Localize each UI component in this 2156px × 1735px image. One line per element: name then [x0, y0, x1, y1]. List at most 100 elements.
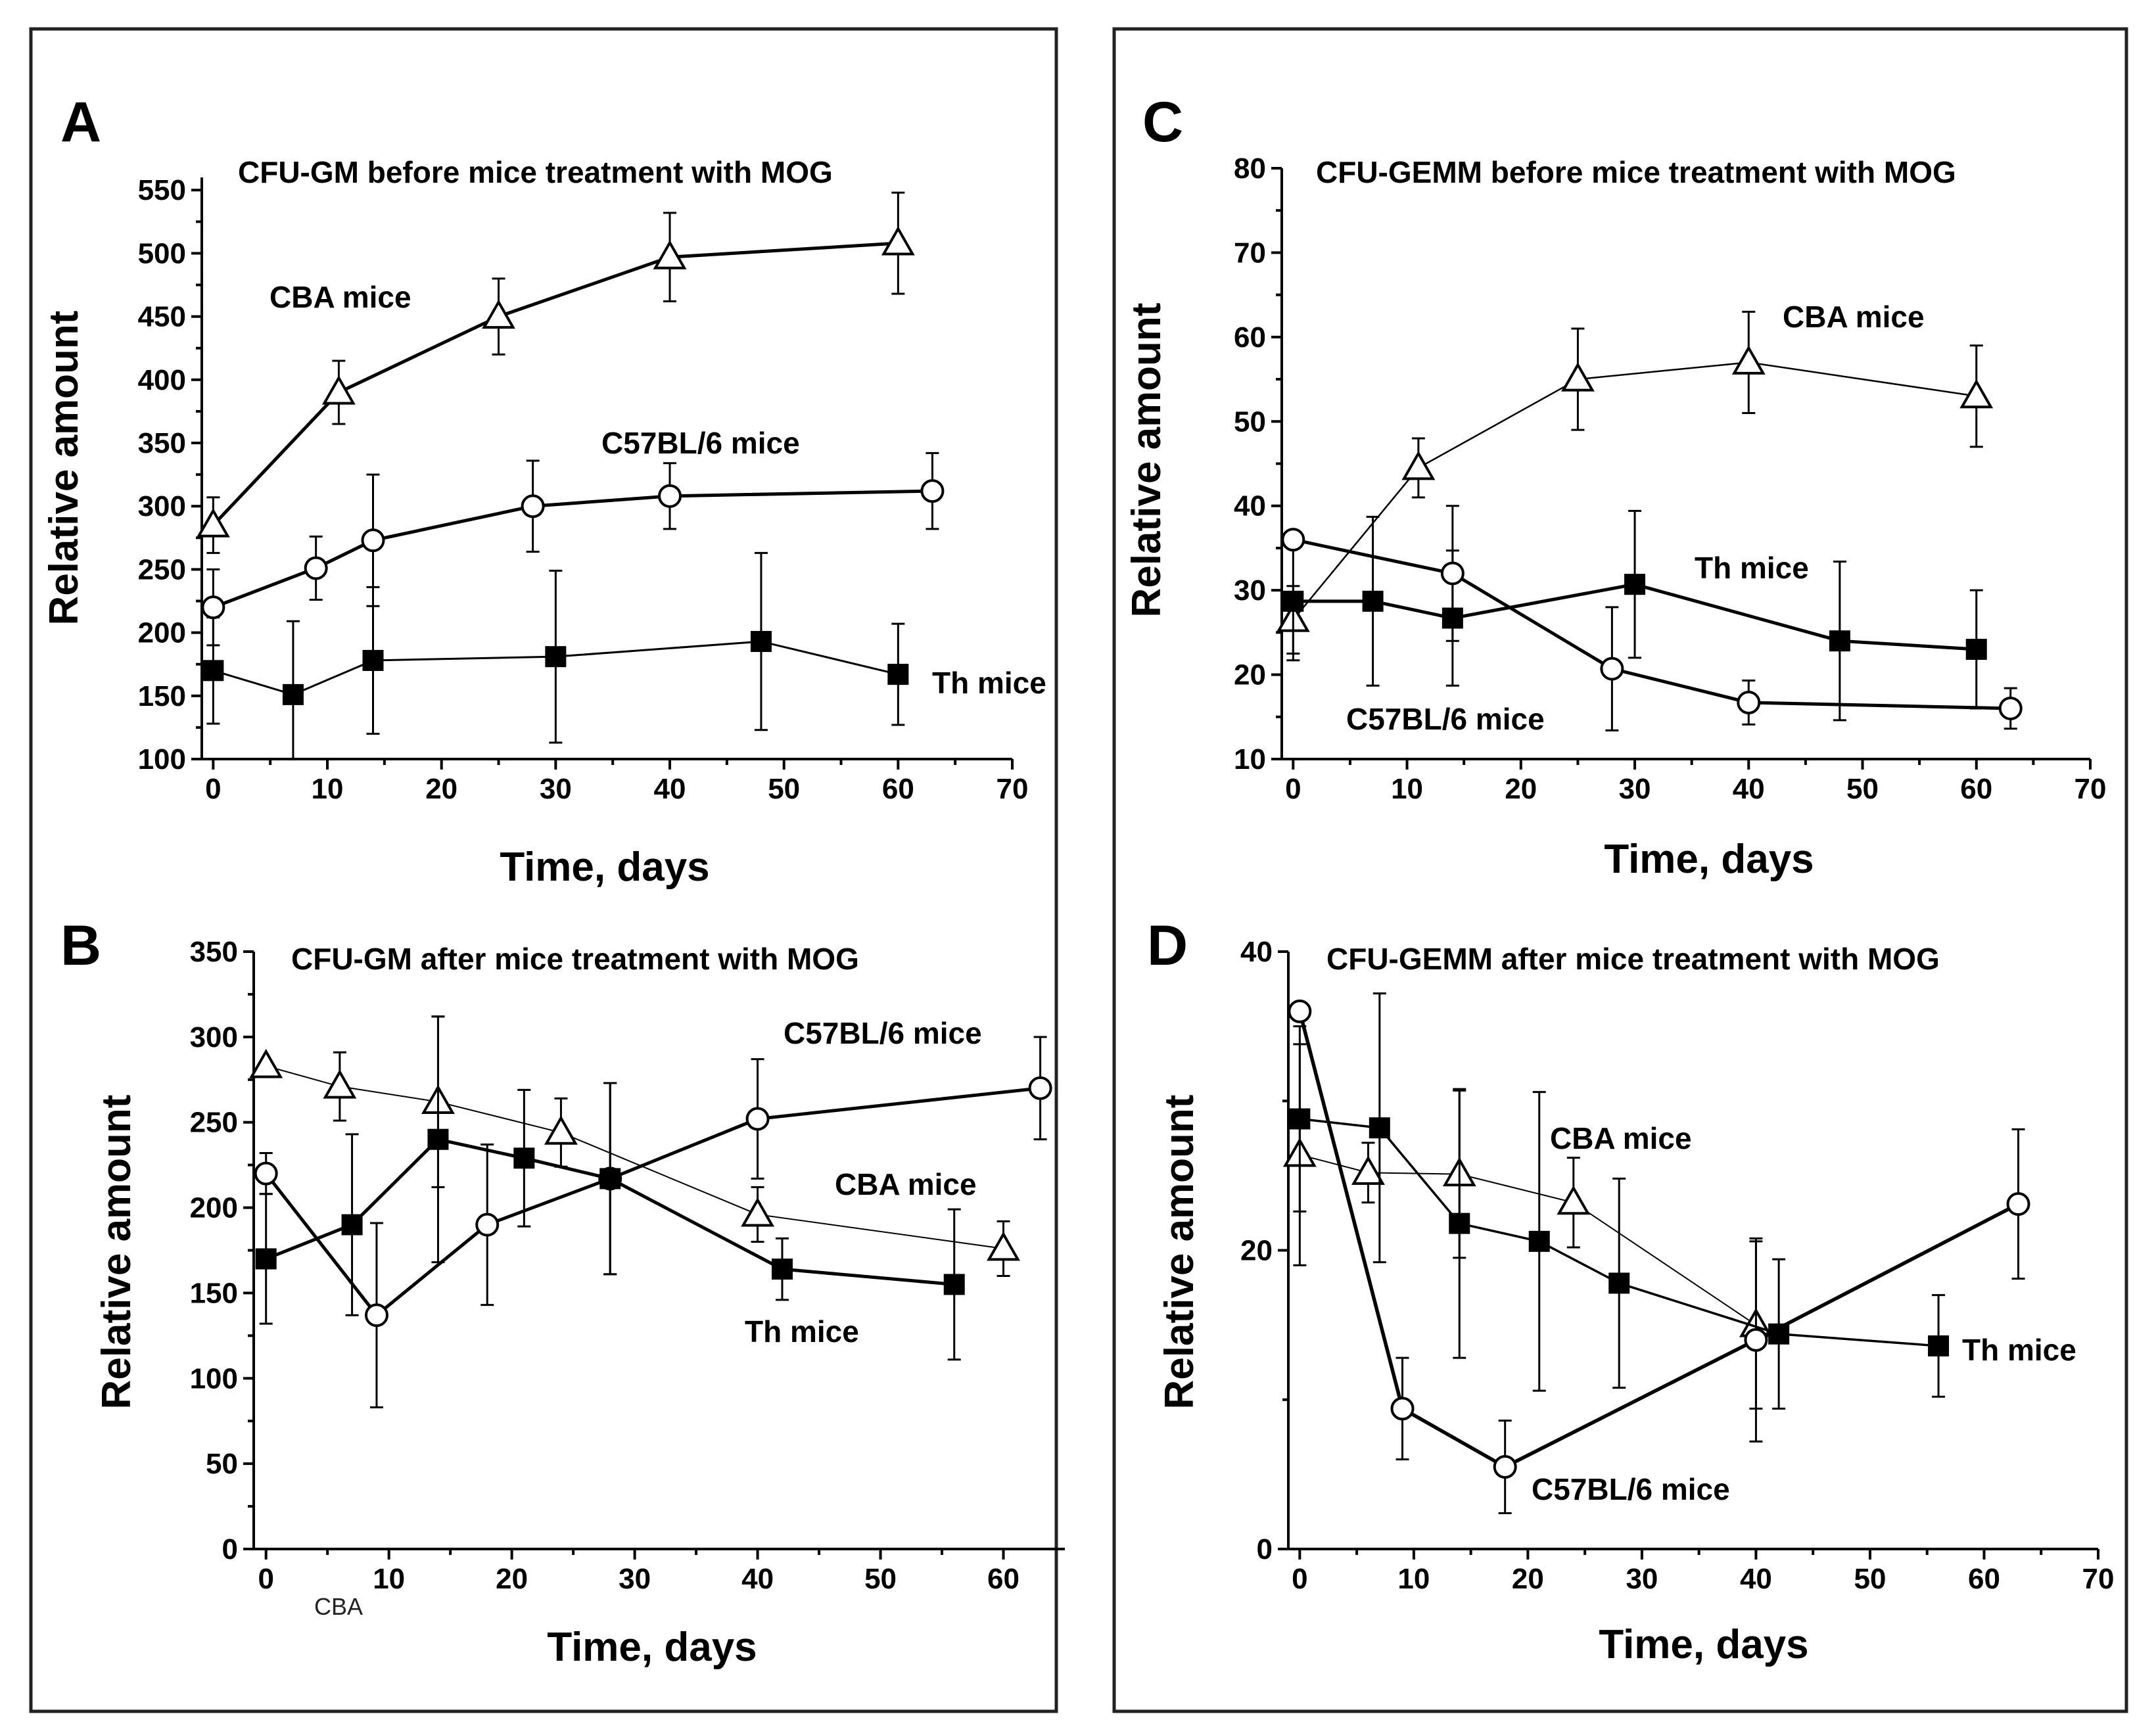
- series-label: CBA mice: [1783, 300, 1925, 334]
- data-point: [881, 226, 915, 256]
- series-label: C57BL/6 mice: [601, 426, 800, 460]
- data-point: [1959, 379, 1994, 409]
- data-point: [1401, 450, 1436, 480]
- series-label: C57BL/6 mice: [1346, 702, 1545, 736]
- y-axis-title: Relative amount: [1124, 303, 1169, 618]
- series-c57bl-6-mice: C57BL/6 mice: [1288, 999, 2030, 1514]
- x-tick-label: 40: [654, 773, 686, 805]
- x-tick-label: 50: [768, 773, 800, 805]
- x-axis-title: Time, days: [1599, 1622, 1808, 1667]
- series-th-mice: Th mice: [202, 551, 1046, 759]
- data-point: [475, 1213, 500, 1237]
- y-tick-label: 200: [190, 1192, 238, 1224]
- y-tick-label: 400: [138, 364, 186, 396]
- y-tick-label: 40: [1234, 490, 1266, 522]
- x-tick-label: 0: [1285, 773, 1301, 805]
- data-point: [1557, 1185, 1591, 1215]
- x-tick-label: 20: [496, 1563, 528, 1595]
- series-label: Th mice: [745, 1314, 859, 1349]
- data-point: [987, 1231, 1020, 1261]
- series-label: Th mice: [1962, 1333, 2076, 1367]
- data-point: [249, 1048, 283, 1078]
- data-point: [653, 240, 687, 269]
- x-tick-label: 60: [1968, 1563, 2000, 1595]
- data-point: [1737, 690, 1761, 714]
- panel-letter: D: [1147, 914, 1188, 977]
- data-point: [544, 1115, 578, 1145]
- y-tick-label: 500: [138, 237, 186, 269]
- y-tick-label: 20: [1234, 659, 1266, 691]
- x-tick-label: 20: [1512, 1563, 1544, 1595]
- data-point: [741, 1197, 775, 1227]
- y-tick-label: 40: [1240, 936, 1273, 968]
- data-point: [1440, 561, 1465, 586]
- data-point: [1965, 639, 1987, 660]
- panel-d: 0 10 20 30 40 50 60 70 0 20 40 D CFU-GEMM after mice…: [1147, 914, 2114, 1667]
- y-tick-label: 250: [138, 553, 186, 586]
- data-point: [1829, 630, 1850, 652]
- y-tick-label: 100: [190, 1362, 238, 1395]
- data-point: [1390, 1397, 1415, 1421]
- data-point: [1600, 657, 1624, 681]
- data-point: [341, 1214, 363, 1236]
- data-point: [362, 649, 384, 671]
- series-line: [1292, 538, 2011, 710]
- y-tick-label: 0: [1257, 1533, 1273, 1565]
- data-point: [364, 1303, 388, 1328]
- series-label: C57BL/6 mice: [1532, 1472, 1730, 1506]
- x-tick-label: 0: [205, 773, 221, 805]
- data-point: [482, 299, 515, 329]
- data-point: [201, 595, 225, 620]
- data-point: [658, 484, 682, 508]
- data-point: [202, 660, 224, 682]
- x-tick-label: 50: [864, 1563, 897, 1595]
- panel-letter: B: [60, 914, 101, 977]
- data-point: [1282, 590, 1304, 612]
- data-point: [2006, 1192, 2030, 1216]
- data-point: [920, 479, 945, 503]
- y-axis-title: Relative amount: [94, 1095, 139, 1410]
- y-tick-label: 20: [1240, 1235, 1273, 1267]
- y-tick-label: 250: [190, 1107, 238, 1139]
- data-point: [599, 1168, 621, 1190]
- panel-c: 0 10 20 30 40 50 60 70 10 20 30 40 50 60 70 80 C CFU-GEMM…: [1124, 91, 2106, 882]
- x-tick-label: 40: [741, 1563, 774, 1595]
- data-point: [1351, 1155, 1385, 1185]
- data-point: [513, 1147, 535, 1169]
- data-point: [427, 1128, 449, 1150]
- series-cba-mice: CBA mice: [1276, 300, 1994, 655]
- data-point: [361, 528, 385, 553]
- x-tick-label: 70: [2074, 773, 2107, 805]
- data-point: [1028, 1076, 1052, 1100]
- y-tick-label: 350: [138, 427, 186, 459]
- x-tick-label: 20: [1505, 773, 1537, 805]
- data-point: [282, 683, 304, 705]
- x-tick-label: 10: [1397, 1563, 1430, 1595]
- series-cba-mice: CBA mice: [1282, 1043, 1773, 1410]
- x-tick-label: 30: [619, 1563, 651, 1595]
- y-tick-label: 300: [190, 1021, 238, 1053]
- right-panel-frame: [1112, 27, 2128, 1713]
- series-line: [212, 489, 933, 609]
- data-point: [887, 664, 909, 685]
- data-point: [255, 1248, 277, 1270]
- data-point: [545, 646, 567, 668]
- x-tick-label: 20: [425, 773, 457, 805]
- data-point: [943, 1274, 965, 1295]
- series-c57bl-6-mice: C57BL/6 mice: [201, 426, 945, 647]
- series-cba-mice: CBA mice: [196, 191, 915, 554]
- x-tick-label: 50: [1854, 1563, 1886, 1595]
- data-point: [304, 556, 328, 580]
- series-th-mice: Th mice: [1289, 992, 2076, 1410]
- x-tick-label: 10: [373, 1563, 405, 1595]
- x-tick-label: 30: [540, 773, 572, 805]
- x-tick-label: 10: [1391, 773, 1423, 805]
- data-point: [254, 1161, 278, 1186]
- data-point: [521, 494, 545, 519]
- panel-b: 0 10 20 30 40 50 60 0 50 100 150 200 250 300 350 B CFU-G…: [60, 914, 1065, 1670]
- data-point: [196, 508, 230, 538]
- y-tick-label: 200: [138, 617, 186, 649]
- data-point: [321, 375, 356, 405]
- data-point: [1281, 528, 1305, 552]
